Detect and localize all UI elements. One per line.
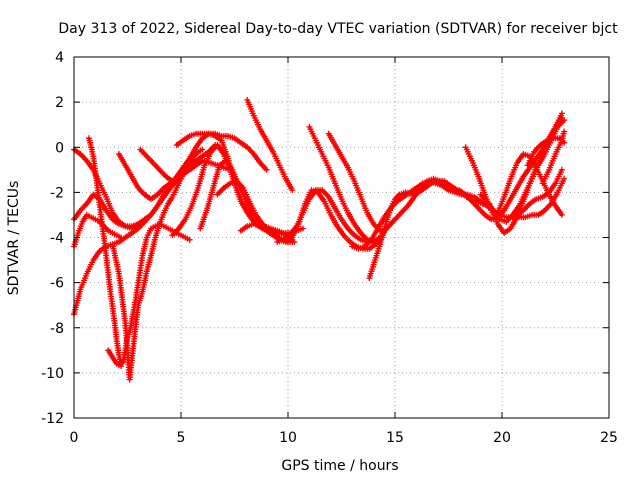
series-markers bbox=[477, 117, 568, 225]
series-markers bbox=[539, 128, 568, 187]
x-tick-label: 15 bbox=[386, 430, 404, 446]
x-tick-labels: 0 5 10 15 20 25 bbox=[70, 430, 618, 446]
x-tick-label: 25 bbox=[600, 430, 618, 446]
y-tick-label: -10 bbox=[41, 366, 64, 382]
series-track-n bbox=[244, 96, 296, 194]
series-track-ac bbox=[539, 128, 568, 187]
series-markers bbox=[516, 175, 568, 221]
series-track-u bbox=[379, 175, 463, 236]
x-tick-label: 0 bbox=[70, 430, 79, 446]
chart-title: Day 313 of 2022, Sidereal Day-to-day VTE… bbox=[58, 21, 618, 37]
series-track-aa bbox=[516, 175, 568, 221]
series-track-j bbox=[173, 130, 270, 173]
series-track-p bbox=[274, 187, 377, 245]
series-track-e bbox=[86, 135, 193, 367]
y-tick-label: -4 bbox=[50, 231, 64, 247]
x-tick-label: 10 bbox=[279, 430, 297, 446]
y-axis-label: SDTVAR / TECUs bbox=[6, 181, 22, 296]
series-track-f bbox=[105, 347, 125, 370]
series-markers bbox=[105, 347, 125, 370]
data-series bbox=[71, 96, 568, 383]
y-tick-labels: -12 -10 -8 -6 -4 -2 0 2 4 bbox=[41, 50, 64, 427]
x-tick-label: 20 bbox=[493, 430, 511, 446]
y-tick-label: 4 bbox=[55, 50, 64, 66]
x-tick-label: 5 bbox=[177, 430, 186, 446]
series-markers bbox=[494, 151, 565, 218]
series-markers bbox=[86, 135, 193, 367]
series-track-z bbox=[507, 166, 565, 221]
series-track-q bbox=[306, 123, 390, 245]
series-markers bbox=[274, 187, 377, 245]
y-tick-label: 0 bbox=[55, 140, 64, 156]
series-markers bbox=[379, 175, 463, 236]
series-markers bbox=[306, 123, 390, 245]
series-markers bbox=[173, 130, 270, 173]
y-tick-label: -2 bbox=[50, 185, 64, 201]
series-markers bbox=[507, 166, 565, 221]
series-track-g bbox=[109, 146, 206, 383]
x-axis-label: GPS time / hours bbox=[281, 458, 398, 474]
y-tick-label: -8 bbox=[50, 321, 64, 337]
y-tick-label: 2 bbox=[55, 95, 64, 111]
y-tick-label: -12 bbox=[41, 411, 64, 427]
series-track-x bbox=[477, 117, 568, 225]
axis-ticks bbox=[73, 56, 610, 419]
y-tick-label: -6 bbox=[50, 276, 64, 292]
series-markers bbox=[109, 146, 206, 383]
series-markers bbox=[244, 96, 296, 194]
